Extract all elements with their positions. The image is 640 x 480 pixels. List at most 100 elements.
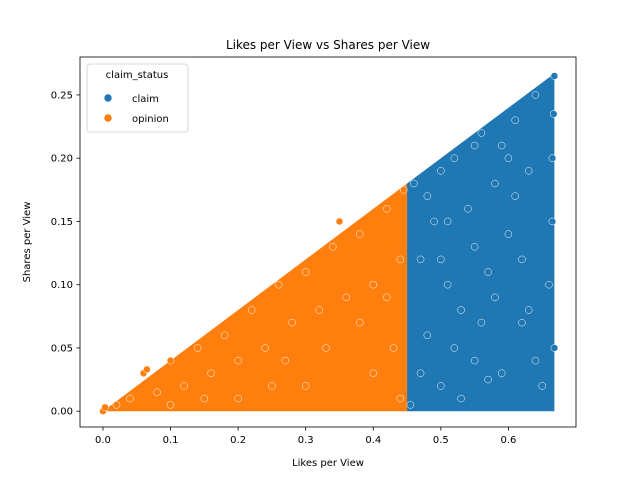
claim-point xyxy=(416,369,425,377)
claim-point xyxy=(457,306,465,314)
y-tick-label: 0.00 xyxy=(51,407,73,418)
opinion-point-cloud xyxy=(102,183,408,412)
opinion-point xyxy=(396,394,405,403)
opinion-point xyxy=(335,217,344,226)
y-axis-ticks: 0.00 0.05 0.10 0.15 0.20 0.25 xyxy=(51,90,80,418)
claim-point xyxy=(504,230,513,238)
legend-marker-claim xyxy=(103,93,113,103)
opinion-point xyxy=(288,318,296,327)
claim-point xyxy=(443,280,452,289)
claim-point xyxy=(470,141,479,150)
opinion-point xyxy=(207,369,215,377)
x-tick-label: 0.1 xyxy=(163,435,179,446)
claim-point xyxy=(450,154,459,162)
opinion-point xyxy=(268,382,276,390)
opinion-point xyxy=(328,242,337,251)
claim-point xyxy=(511,116,519,124)
plot-area xyxy=(99,72,559,415)
opinion-point xyxy=(383,293,391,302)
opinion-point xyxy=(234,394,242,403)
claim-point xyxy=(484,375,492,384)
opinion-point xyxy=(153,388,161,396)
opinion-point xyxy=(112,401,121,409)
opinion-point xyxy=(220,331,229,340)
legend-title: claim_status xyxy=(106,70,169,81)
claim-point xyxy=(437,255,445,264)
x-tick-label: 0.5 xyxy=(433,435,449,446)
claim-point xyxy=(406,401,415,409)
claim-point xyxy=(491,293,499,302)
opinion-point xyxy=(200,394,209,403)
opinion-point xyxy=(396,255,405,264)
legend-box xyxy=(86,63,189,133)
claim-point xyxy=(545,280,553,289)
opinion-point xyxy=(281,356,290,365)
legend: claim_status claim opinion xyxy=(86,63,189,133)
claim-point xyxy=(497,369,506,377)
claim-point xyxy=(549,110,558,118)
legend-marker-opinion xyxy=(103,113,113,123)
claim-point xyxy=(423,331,432,340)
claim-point xyxy=(437,382,445,390)
claim-point xyxy=(538,382,546,390)
claim-point xyxy=(548,154,557,162)
y-tick-label: 0.15 xyxy=(51,217,73,228)
plot-frame xyxy=(79,56,577,428)
x-tick-label: 0.4 xyxy=(365,435,381,446)
claim-point xyxy=(477,318,486,327)
y-tick-label: 0.10 xyxy=(51,280,73,291)
x-tick-label: 0.0 xyxy=(95,435,111,446)
y-tick-label: 0.05 xyxy=(51,343,73,354)
opinion-point xyxy=(369,369,378,377)
claim-point xyxy=(464,205,472,213)
claim-point xyxy=(410,179,418,188)
y-axis-label: Shares per View xyxy=(22,202,33,283)
claim-point xyxy=(518,318,526,327)
y-tick-label: 0.20 xyxy=(51,154,73,165)
claim-point xyxy=(457,394,465,403)
opinion-point xyxy=(383,205,391,213)
claim-point xyxy=(550,72,559,80)
claim-point xyxy=(416,255,425,264)
claim-point xyxy=(550,344,559,352)
chart-title: Likes per View vs Shares per View xyxy=(226,38,430,52)
opinion-point xyxy=(261,344,269,352)
opinion-point xyxy=(143,365,151,374)
x-axis-ticks: 0.0 0.1 0.2 0.3 0.4 0.5 0.6 xyxy=(95,427,516,446)
opinion-point xyxy=(389,344,398,352)
claim-point xyxy=(548,217,557,226)
claim-point xyxy=(437,167,445,175)
claim-point-cloud xyxy=(407,73,555,412)
legend-label-opinion: opinion xyxy=(132,114,169,125)
opinion-point xyxy=(315,306,323,314)
opinion-point xyxy=(342,293,350,302)
x-axis-label: Likes per View xyxy=(292,458,364,469)
opinion-point xyxy=(322,344,330,352)
claim-point xyxy=(491,179,499,188)
claim-point xyxy=(450,344,459,352)
opinion-point xyxy=(193,344,202,352)
claim-point xyxy=(484,268,492,276)
scatter-points xyxy=(99,72,559,415)
opinion-point xyxy=(247,306,256,314)
claim-point xyxy=(531,91,540,99)
claim-point xyxy=(511,192,519,200)
claim-point xyxy=(423,192,432,200)
claim-point xyxy=(524,306,533,314)
opinion-point xyxy=(234,356,242,365)
opinion-point xyxy=(301,268,310,276)
opinion-point xyxy=(126,394,134,403)
claim-point xyxy=(504,154,513,162)
claim-point xyxy=(470,242,479,251)
claim-point xyxy=(524,167,533,175)
y-tick-label: 0.25 xyxy=(51,90,73,101)
opinion-point xyxy=(301,382,310,390)
opinion-point xyxy=(166,401,175,409)
claim-point xyxy=(470,356,479,365)
claim-point xyxy=(518,255,526,264)
opinion-point xyxy=(356,318,364,327)
opinion-point xyxy=(180,382,188,390)
opinion-point xyxy=(101,403,109,412)
opinion-point xyxy=(369,280,378,289)
